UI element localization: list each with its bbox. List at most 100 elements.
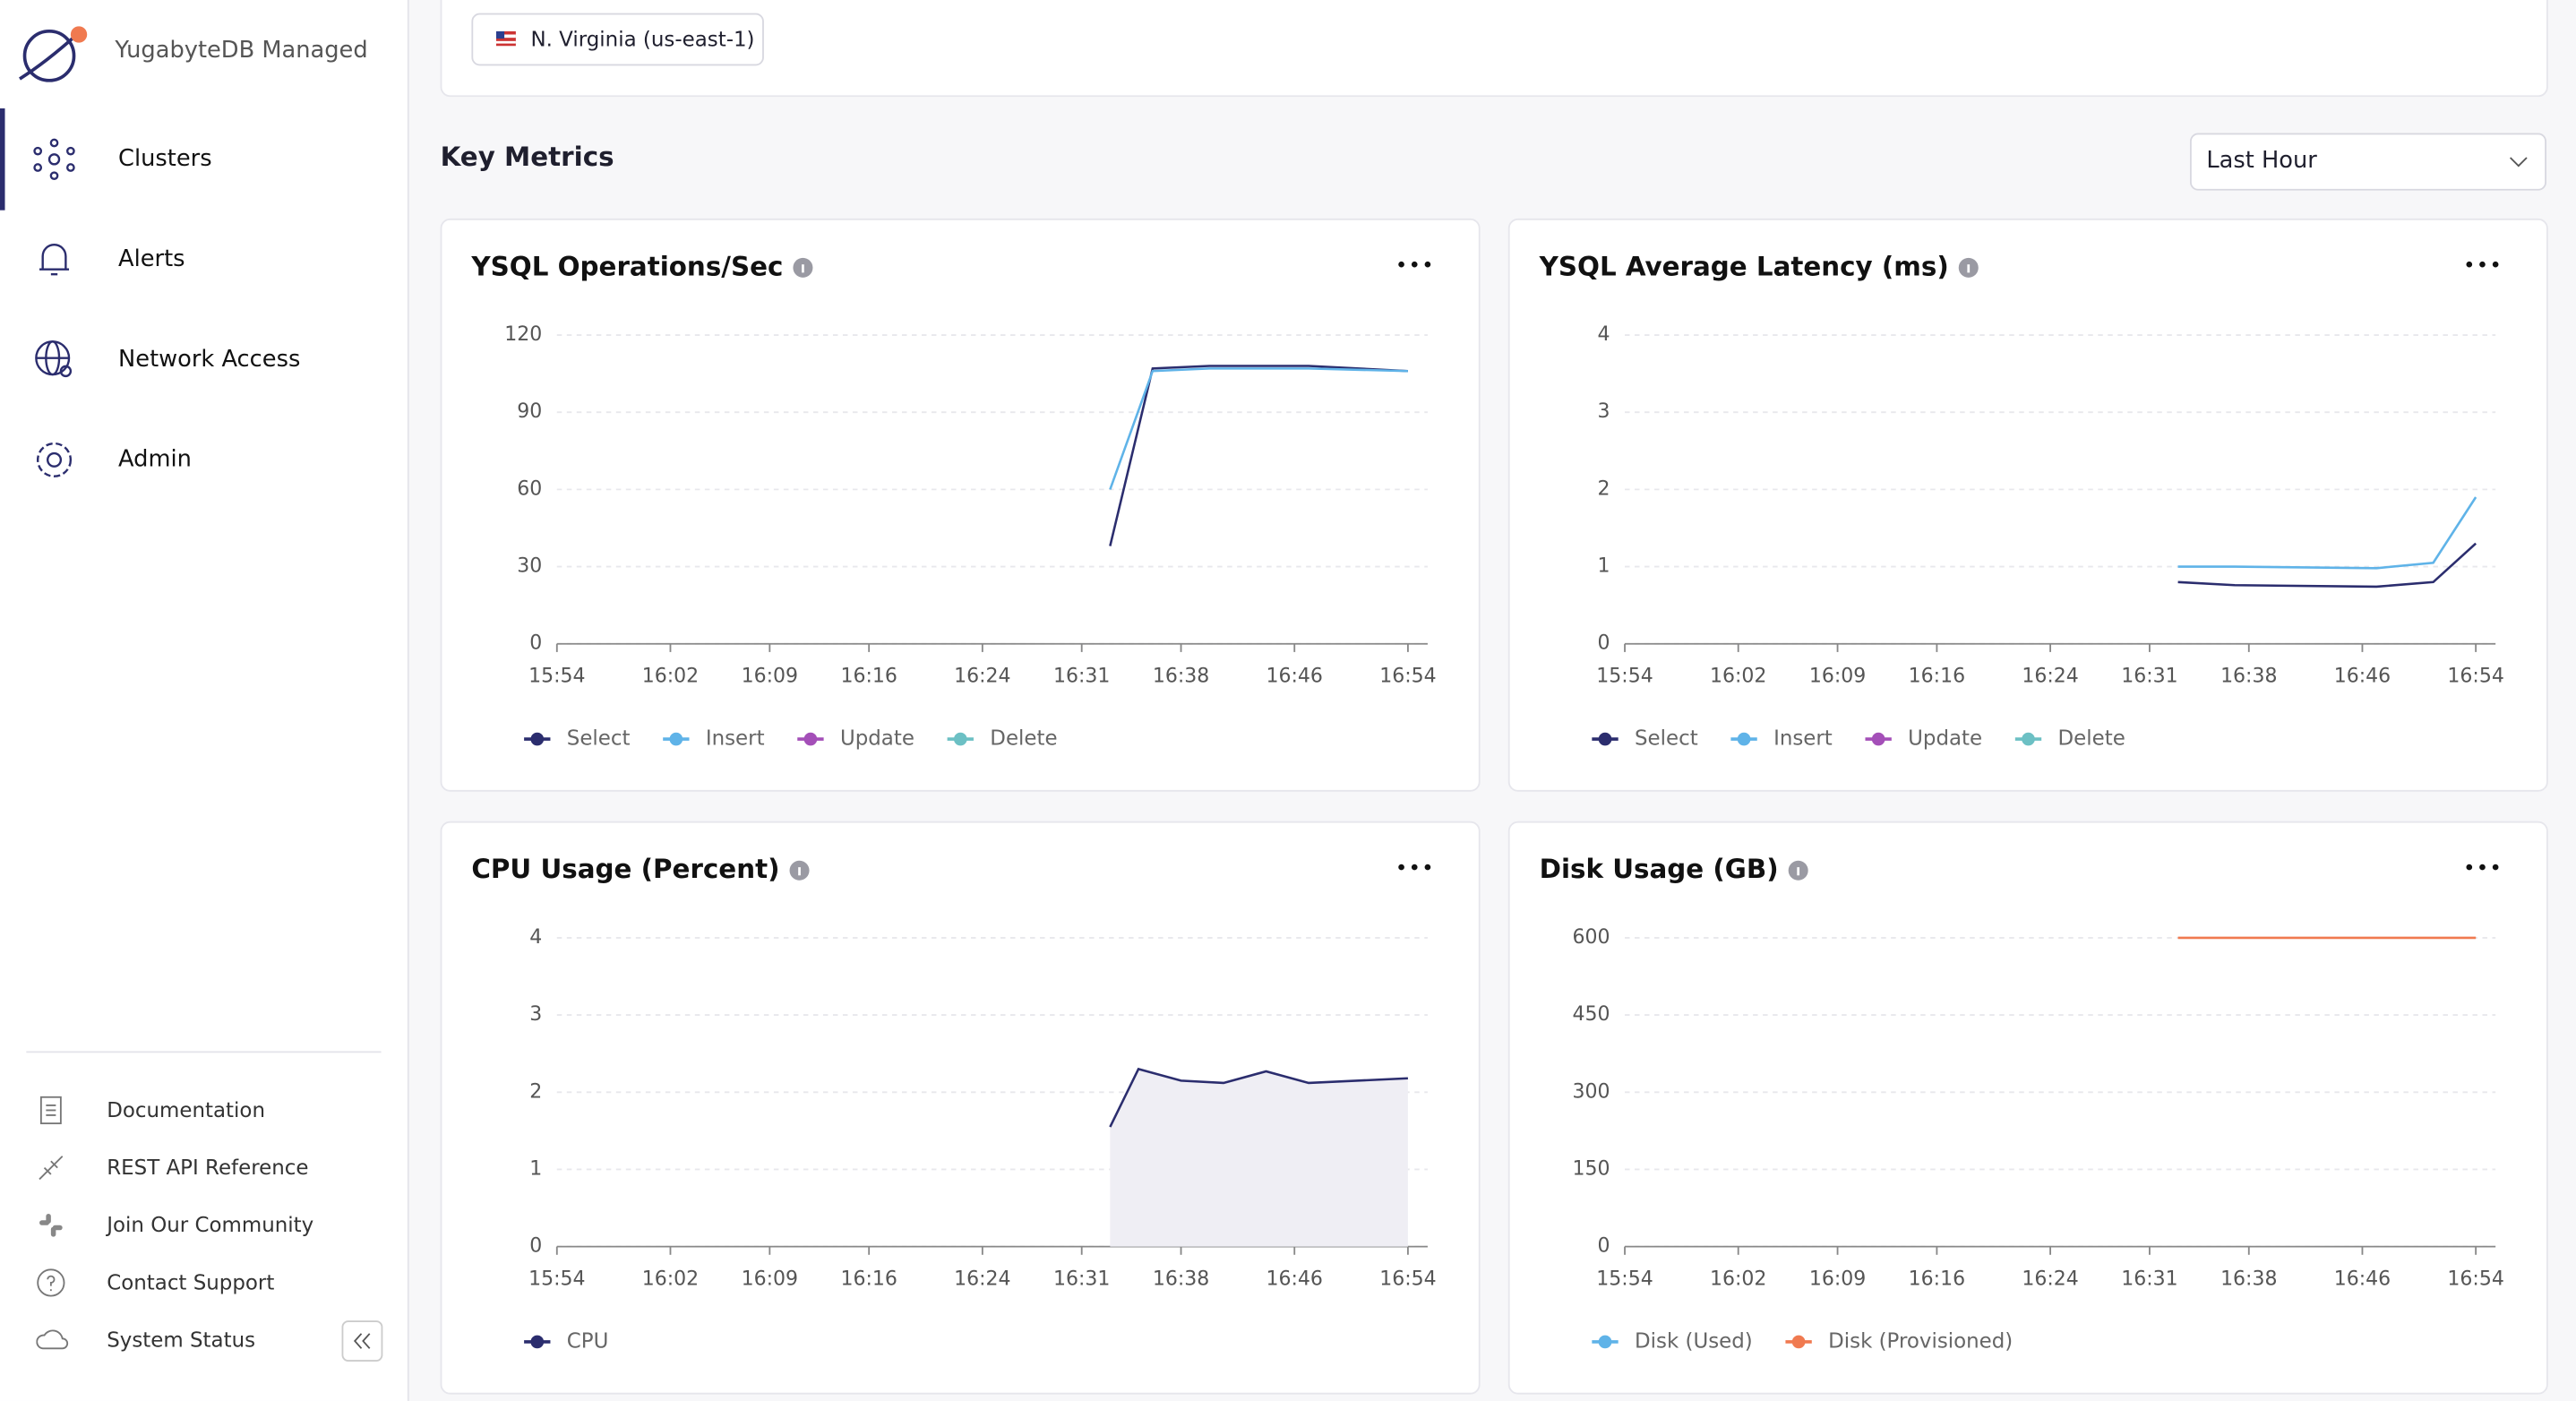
x-tick-label: 16:09 xyxy=(742,1268,798,1290)
x-tick-label: 16:31 xyxy=(1053,1268,1110,1290)
menu-dot[interactable] xyxy=(2479,262,2486,268)
alerts-icon xyxy=(33,238,76,281)
x-tick-label: 16:54 xyxy=(1379,1268,1436,1290)
chart-title: YSQL Operations/Sec xyxy=(470,251,783,281)
y-tick-label: 2 xyxy=(1598,477,1610,500)
nav-item[interactable]: Clusters xyxy=(118,146,212,172)
nav-item[interactable]: Alerts xyxy=(118,246,185,272)
nav-item[interactable]: Network Access xyxy=(118,347,300,373)
y-tick-label: 4 xyxy=(529,926,542,949)
y-tick-label: 3 xyxy=(529,1003,542,1026)
x-tick-label: 16:02 xyxy=(642,1268,699,1290)
x-tick-label: 16:31 xyxy=(2121,1268,2177,1290)
nav-item[interactable]: Admin xyxy=(118,447,192,473)
chevron xyxy=(2509,154,2529,170)
legend-marker xyxy=(1599,1336,1612,1349)
chart-card: CPU Usage (Percent)0123415:5416:0216:091… xyxy=(441,821,1481,1395)
x-tick-label: 16:38 xyxy=(2220,665,2277,687)
x-tick-label: 16:46 xyxy=(2334,1268,2391,1290)
chart-card: Disk Usage (GB)015030045060015:5416:0216… xyxy=(1508,821,2548,1395)
chart-title: Disk Usage (GB) xyxy=(1540,854,1779,884)
x-tick-label: 15:54 xyxy=(528,665,585,687)
y-tick-label: 0 xyxy=(529,632,542,655)
collapse-button[interactable] xyxy=(342,1320,383,1362)
sidebar-link[interactable]: REST API Reference xyxy=(107,1155,308,1180)
x-tick-label: 15:54 xyxy=(528,1268,585,1290)
legend-marker xyxy=(2022,733,2035,746)
legend-label[interactable]: Delete xyxy=(990,727,1057,751)
legend-label[interactable]: Update xyxy=(1908,727,1982,751)
legend-marker xyxy=(1792,1336,1806,1349)
menu-dot[interactable] xyxy=(2479,864,2486,871)
menu-dot[interactable] xyxy=(1412,262,1418,268)
chart-card: YSQL Operations/Sec030609012015:5416:021… xyxy=(441,219,1481,792)
network-icon xyxy=(33,339,76,382)
y-tick-label: 0 xyxy=(1598,632,1610,655)
x-tick-label: 16:54 xyxy=(1379,665,1436,687)
y-tick-label: 600 xyxy=(1573,926,1610,949)
legend-marker xyxy=(670,733,683,746)
x-tick-label: 16:46 xyxy=(1267,1268,1323,1290)
sidebar-link[interactable]: System Status xyxy=(107,1327,255,1352)
y-tick-label: 30 xyxy=(517,555,542,578)
x-tick-label: 16:09 xyxy=(1809,1268,1866,1290)
legend-label[interactable]: Disk (Used) xyxy=(1635,1329,1753,1353)
menu-dot[interactable] xyxy=(1412,864,1418,871)
y-tick-label: 1 xyxy=(529,1157,542,1180)
menu-dot[interactable] xyxy=(1425,262,1431,268)
legend-label[interactable]: Select xyxy=(1635,727,1698,751)
logo xyxy=(13,23,92,86)
menu-dot[interactable] xyxy=(1425,864,1431,871)
legend-marker xyxy=(530,1336,544,1349)
clusters-icon xyxy=(33,138,76,181)
x-tick-label: 16:38 xyxy=(2220,1268,2277,1290)
doc-icon xyxy=(36,1096,65,1125)
sidebar-link[interactable]: Documentation xyxy=(107,1097,265,1122)
sidebar-link[interactable]: Join Our Community xyxy=(107,1212,313,1237)
legend-marker xyxy=(530,733,544,746)
menu-dot[interactable] xyxy=(1398,864,1404,871)
x-tick-label: 16:24 xyxy=(2022,665,2078,687)
legend-label[interactable]: CPU xyxy=(567,1329,609,1353)
x-tick-label: 15:54 xyxy=(1596,665,1653,687)
menu-dot[interactable] xyxy=(2467,262,2473,268)
region-chip: N. Virginia (us-east-1) xyxy=(471,13,763,66)
y-tick-label: 3 xyxy=(1598,400,1610,423)
menu-dot[interactable] xyxy=(1398,262,1404,268)
menu-dot[interactable] xyxy=(2493,262,2499,268)
legend-label[interactable]: Select xyxy=(567,727,631,751)
region: N. Virginia (us-east-1) xyxy=(530,26,754,51)
legend-marker xyxy=(804,733,818,746)
y-tick-label: 300 xyxy=(1573,1080,1610,1103)
y-tick-label: 0 xyxy=(1598,1235,1610,1258)
menu-dot[interactable] xyxy=(2467,864,2473,871)
api-icon xyxy=(36,1153,65,1182)
brand: YugabyteDB Managed xyxy=(115,38,367,64)
x-tick-label: 16:38 xyxy=(1153,665,1209,687)
x-tick-label: 16:16 xyxy=(1909,665,1965,687)
support-icon xyxy=(36,1268,65,1297)
flag-icon xyxy=(496,31,516,47)
legend-label[interactable]: Delete xyxy=(2058,727,2125,751)
status-icon xyxy=(36,1326,69,1355)
chart-card: YSQL Average Latency (ms)0123415:5416:02… xyxy=(1508,219,2548,792)
time-range-select[interactable]: Last Hour xyxy=(2190,133,2546,191)
sidebar-link[interactable]: Contact Support xyxy=(107,1269,274,1294)
legend-label[interactable]: Disk (Provisioned) xyxy=(1828,1329,2013,1353)
divider xyxy=(26,1051,381,1053)
legend-label[interactable]: Update xyxy=(840,727,914,751)
chart-title: YSQL Average Latency (ms) xyxy=(1539,251,1949,281)
legend-marker xyxy=(954,733,967,746)
y-tick-label: 4 xyxy=(1598,323,1610,346)
legend-label[interactable]: Insert xyxy=(706,727,765,751)
chart-title: CPU Usage (Percent) xyxy=(471,854,779,884)
x-tick-label: 15:54 xyxy=(1596,1268,1653,1290)
y-tick-label: 0 xyxy=(529,1235,542,1258)
chart: YSQL Average Latency (ms)0123415:5416:02… xyxy=(1510,220,2546,790)
legend-label[interactable]: Insert xyxy=(1773,727,1833,751)
admin-icon xyxy=(33,439,76,482)
menu-dot[interactable] xyxy=(2493,864,2499,871)
x-tick-label: 16:16 xyxy=(1909,1268,1965,1290)
y-tick-label: 120 xyxy=(504,323,542,346)
